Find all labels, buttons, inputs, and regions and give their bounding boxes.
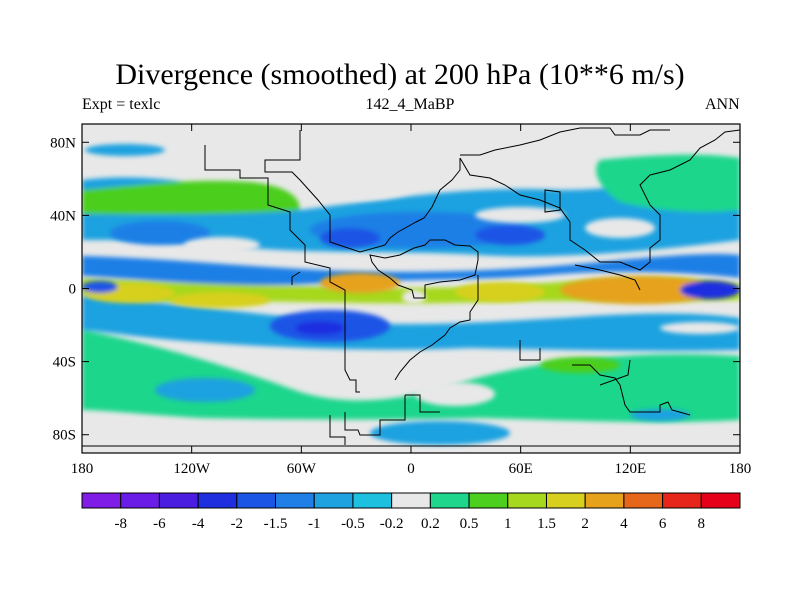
africa-south bbox=[394, 275, 479, 381]
x-tick-label: 60E bbox=[509, 461, 533, 477]
x-tick-label: 0 bbox=[407, 461, 415, 477]
colorbar-swatch bbox=[545, 492, 586, 509]
y-tick-label: 0 bbox=[69, 282, 77, 298]
colorbar-label: 0.2 bbox=[421, 516, 440, 532]
colorbar-swatch bbox=[236, 492, 277, 509]
colorbar-label: -8 bbox=[114, 516, 127, 532]
colorbar: -8 -6 -4 -2 -1.5 -1 -0.5 -0.2 0.2 0.5 1 1.5 2 4 6 8 bbox=[81, 492, 741, 532]
colorbar-label: -2 bbox=[231, 516, 244, 532]
colorbar-label: 6 bbox=[659, 516, 667, 532]
y-tick-label: 40N bbox=[50, 208, 76, 224]
x-tick-label: 60W bbox=[287, 461, 317, 477]
colorbar-swatch bbox=[468, 492, 509, 509]
neutral-areas bbox=[184, 172, 740, 406]
x-tick-label: 120E bbox=[614, 461, 646, 477]
colorbar-label: -1.5 bbox=[264, 516, 288, 532]
north-pacific-divergence bbox=[82, 180, 300, 215]
colorbar-label: 1.5 bbox=[537, 516, 556, 532]
x-axis: 180 120W 60W 0 60E 120E 180 bbox=[71, 124, 752, 477]
colorbar-swatch bbox=[352, 492, 393, 509]
case-label: 142_4_MaBP bbox=[365, 96, 455, 113]
africa-north bbox=[369, 239, 479, 299]
chart-title: Divergence (smoothed) at 200 hPa (10**6 … bbox=[115, 58, 685, 91]
southern-midlat-divergence bbox=[82, 330, 740, 423]
experiment-label: Expt = texlc bbox=[82, 96, 161, 113]
x-tick-label: 120W bbox=[173, 461, 211, 477]
colorbar-label: 2 bbox=[581, 516, 589, 532]
south-tropical-convergence bbox=[82, 296, 740, 351]
colorbar-swatch bbox=[275, 492, 315, 509]
america-east-coast bbox=[264, 130, 461, 253]
colorbar-swatch bbox=[623, 492, 664, 509]
colorbar-label: -0.2 bbox=[380, 516, 404, 532]
colorbar-swatch bbox=[662, 492, 702, 509]
y-tick-label: 80N bbox=[50, 135, 76, 151]
y-tick-label: 40S bbox=[53, 355, 76, 371]
eurasia-east bbox=[459, 129, 740, 271]
y-axis: 80N 40N 0 40S 80S bbox=[50, 135, 740, 444]
colorbar-swatch bbox=[158, 492, 199, 509]
eurasia-north bbox=[460, 127, 670, 156]
colorbar-label: 4 bbox=[620, 516, 628, 532]
colorbar-label: 8 bbox=[698, 516, 706, 532]
antarctic-coast-center bbox=[405, 394, 440, 413]
colorbar-label: -6 bbox=[153, 516, 166, 532]
colorbar-swatch bbox=[584, 492, 625, 509]
colorbar-swatch bbox=[120, 492, 160, 509]
colorbar-swatch bbox=[313, 492, 354, 509]
season-label: ANN bbox=[705, 96, 740, 113]
australia bbox=[572, 364, 691, 416]
tropical-north-convergence bbox=[82, 253, 740, 286]
northeast-divergence bbox=[596, 154, 740, 213]
x-tick-label: 180 bbox=[71, 461, 94, 477]
colorbar-label: -0.5 bbox=[341, 516, 365, 532]
colorbar-swatch bbox=[197, 492, 238, 509]
antarctic-coast-west bbox=[344, 395, 406, 436]
indonesia bbox=[574, 264, 641, 291]
america-west-coast bbox=[204, 145, 360, 393]
colorbar-swatch bbox=[700, 492, 741, 509]
colorbar-swatch bbox=[429, 492, 470, 509]
y-tick-label: 80S bbox=[53, 428, 76, 444]
colorbar-label: -4 bbox=[192, 516, 205, 532]
colorbar-swatch bbox=[507, 492, 547, 509]
colorbar-label: -1 bbox=[308, 516, 321, 532]
colorbar-swatch bbox=[391, 492, 431, 509]
colorbar-label: 0.5 bbox=[460, 516, 479, 532]
map-area bbox=[82, 124, 740, 453]
x-tick-label: 180 bbox=[729, 461, 752, 477]
colorbar-swatch bbox=[81, 492, 122, 509]
colorbar-label: 1 bbox=[504, 516, 512, 532]
